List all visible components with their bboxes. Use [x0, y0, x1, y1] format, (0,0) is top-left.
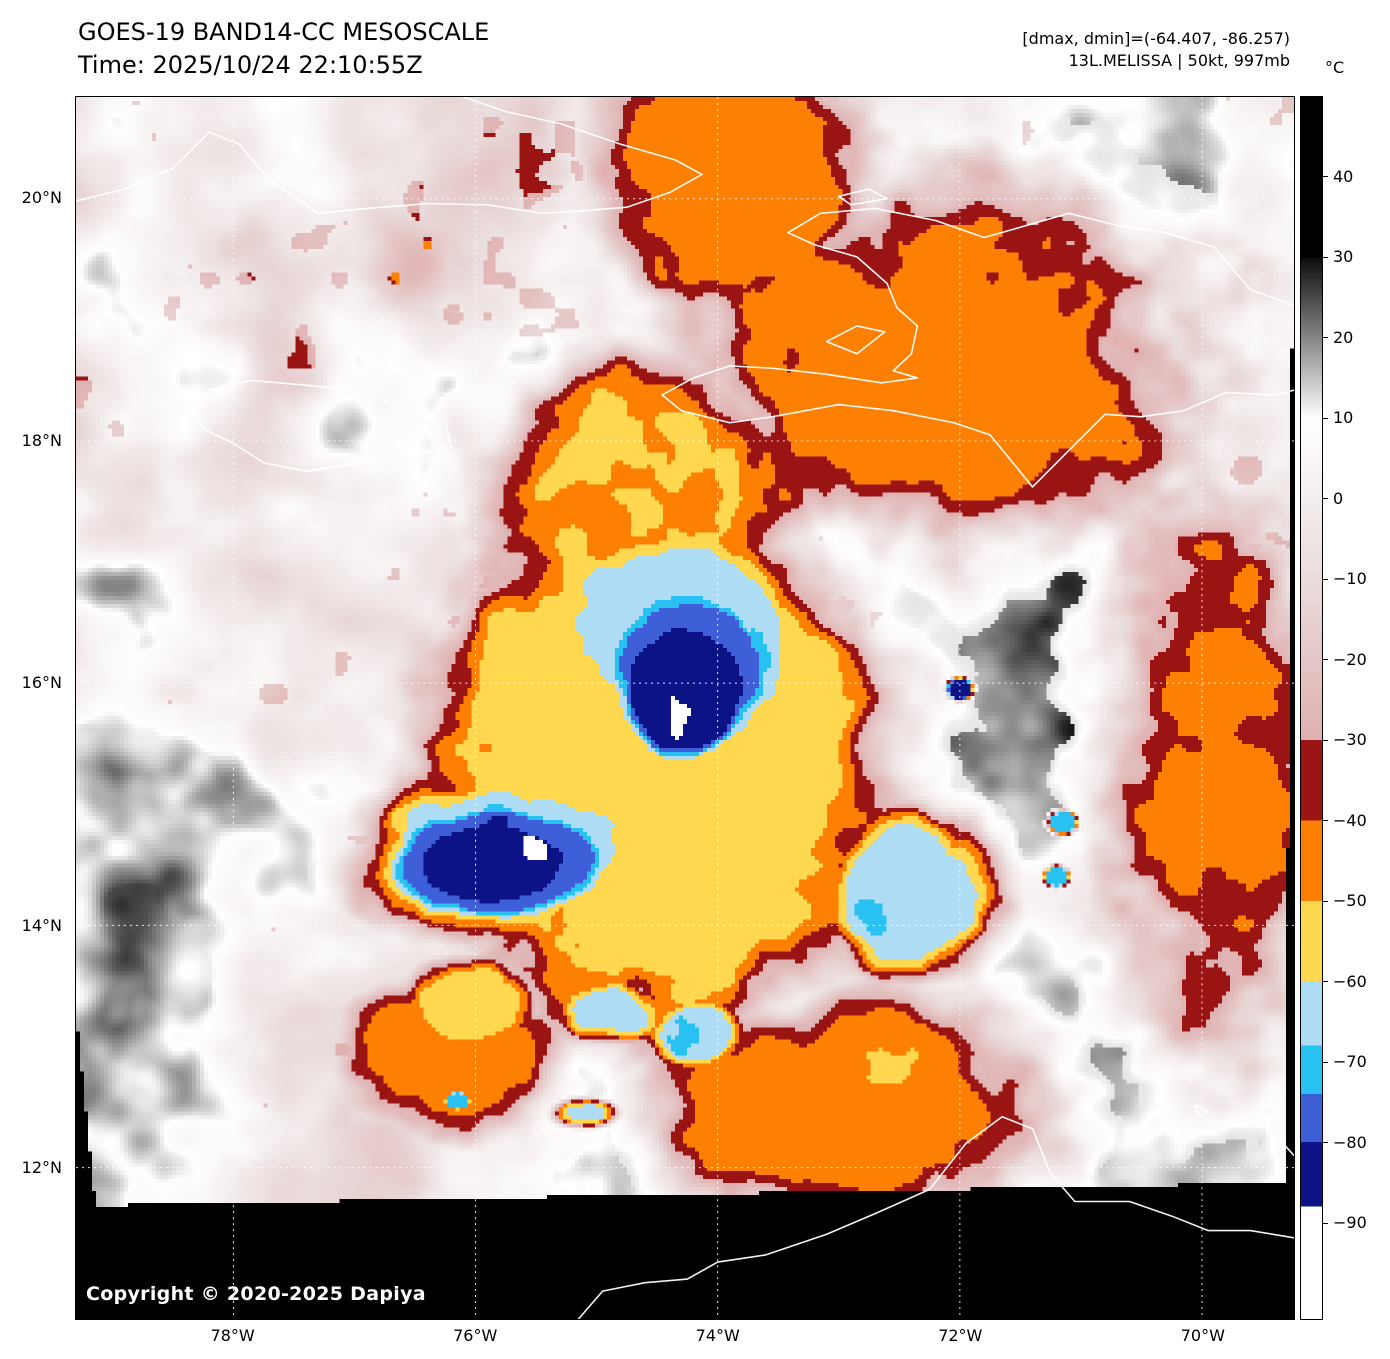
colorbar-tick-mark [1323, 337, 1328, 339]
colorbar-unit-label: °C [1325, 58, 1345, 77]
coastline-curacao [1279, 1140, 1294, 1157]
copyright-text: Copyright © 2020-2025 Dapiya [86, 1283, 426, 1305]
colorbar-tick-label: −20 [1333, 649, 1367, 669]
lat-tick-label: 18°N [21, 430, 62, 450]
dmax-dmin-annotation: [dmax, dmin]=(-64.407, -86.257) [1022, 29, 1290, 48]
colorbar-tick-mark [1323, 578, 1328, 580]
colorbar-tick-mark [1323, 981, 1328, 983]
colorbar-tick-mark [1323, 176, 1328, 178]
lon-tick-label: 76°W [453, 1326, 498, 1345]
colorbar-tick-label: −70 [1333, 1052, 1367, 1072]
colorbar-tick-label: −40 [1333, 810, 1367, 830]
coastline-gonave [825, 325, 886, 355]
colorbar-tick-mark [1323, 739, 1328, 741]
colorbar [1300, 96, 1323, 1320]
colorbar-tick-label: 30 [1333, 247, 1354, 267]
lat-tick-label: 14°N [21, 915, 62, 935]
lon-tick-label: 72°W [938, 1326, 983, 1345]
coastline-tortuga [837, 188, 888, 206]
annotation-block: [dmax, dmin]=(-64.407, -86.257) 13L.MELI… [1022, 28, 1290, 72]
colorbar-tick-mark [1323, 1142, 1328, 1144]
colorbar-tick-label: −10 [1333, 569, 1367, 589]
lat-tick-label: 12°N [21, 1158, 62, 1178]
timestamp: Time: 2025/10/24 22:10:55Z [78, 51, 423, 79]
colorbar-tick-label: 0 [1333, 488, 1344, 508]
colorbar-tick-mark [1323, 498, 1328, 500]
colorbar-tick-label: 40 [1333, 166, 1354, 186]
lon-tick-label: 74°W [695, 1326, 740, 1345]
storm-annotation: 13L.MELISSA | 50kt, 997mb [1068, 51, 1290, 70]
colorbar-tick-mark [1323, 900, 1328, 902]
lon-tick-label: 70°W [1180, 1326, 1225, 1345]
colorbar-tick-label: −30 [1333, 730, 1367, 750]
page-title: GOES-19 BAND14-CC MESOSCALE [78, 18, 490, 46]
colorbar-tick-label: −50 [1333, 891, 1367, 911]
colorbar-tick-mark [1323, 820, 1328, 822]
colorbar-ticks: 40 30 20 10 0 −10 −20 −30 −40 −50 −60 −70 −80 −90 [1323, 96, 1387, 1320]
satellite-map: Copyright © 2020-2025 Dapiya [75, 96, 1295, 1320]
satellite-image-canvas [76, 97, 1294, 1319]
colorbar-tick-label: −80 [1333, 1132, 1367, 1152]
colorbar-tick-label: 20 [1333, 327, 1354, 347]
coastline-hispaniola [661, 207, 1294, 488]
lon-axis: 78°W 76°W 74°W 72°W 70°W [75, 1326, 1295, 1350]
lon-tick-label: 78°W [210, 1326, 255, 1345]
colorbar-tick-mark [1323, 417, 1328, 419]
coastline-cuba [76, 97, 703, 215]
coastline-south-america [577, 1115, 1294, 1319]
colorbar-tick-mark [1323, 1222, 1328, 1224]
lat-tick-label: 16°N [21, 673, 62, 693]
colorbar-tick-mark [1323, 1061, 1328, 1063]
colorbar-tick-label: 10 [1333, 408, 1354, 428]
coastline-jamaica [190, 379, 453, 472]
colorbar-tick-label: −60 [1333, 971, 1367, 991]
colorbar-tick-mark [1323, 256, 1328, 258]
colorbar-tick-label: −90 [1333, 1213, 1367, 1233]
lat-axis: 20°N 18°N 16°N 14°N 12°N [0, 96, 68, 1320]
lat-tick-label: 20°N [21, 187, 62, 207]
title-block: GOES-19 BAND14-CC MESOSCALE Time: 2025/1… [78, 16, 489, 82]
coastline-aruba [1193, 1103, 1209, 1118]
colorbar-tick-mark [1323, 659, 1328, 661]
map-overlay [76, 97, 1294, 1319]
